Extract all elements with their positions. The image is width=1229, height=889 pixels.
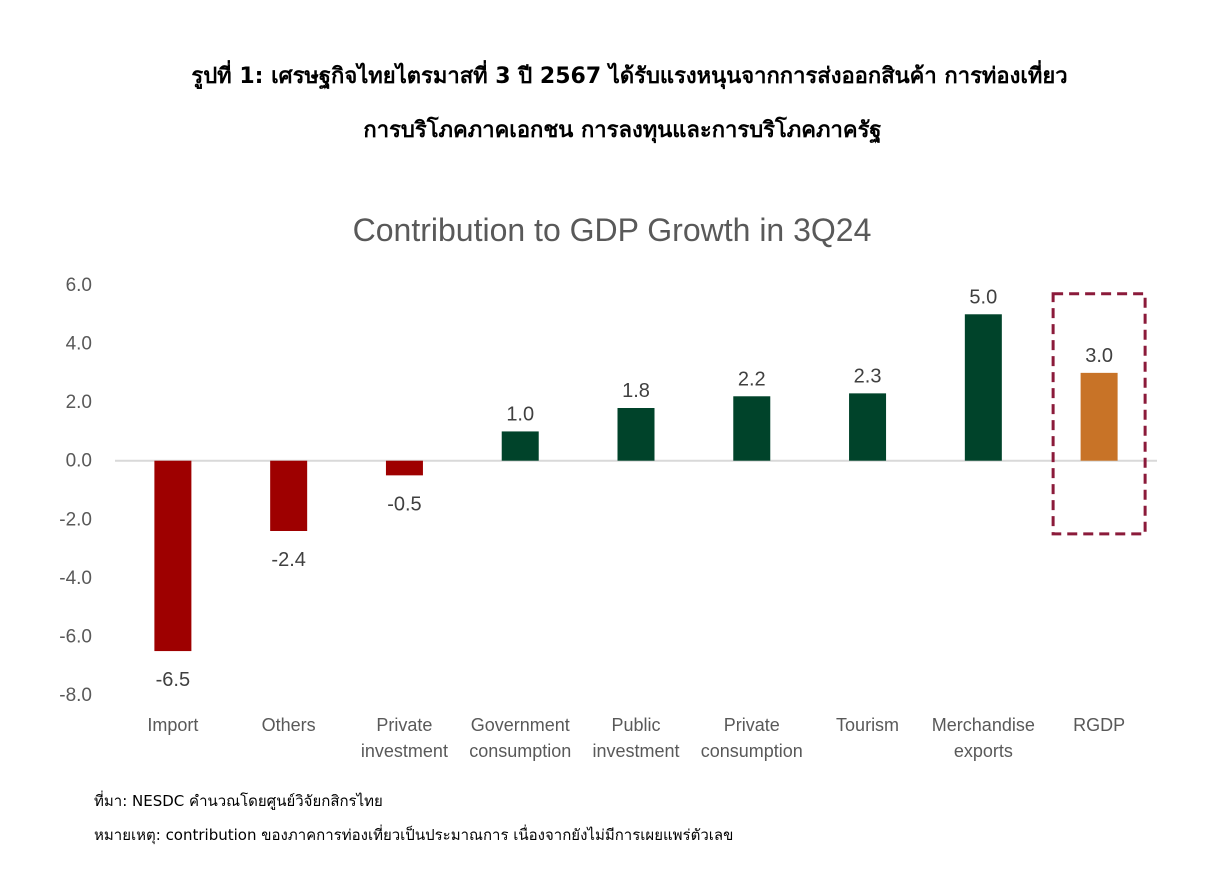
remark-note: หมายเหตุ: contribution ของภาคการท่องเที่… — [94, 826, 734, 844]
bar — [964, 314, 1002, 461]
data-label: 3.0 — [1085, 345, 1113, 367]
bar — [501, 431, 539, 461]
category-label: Private consumption — [701, 715, 803, 761]
category-label: Others — [262, 715, 316, 735]
x-axis: Import Others Private investment Government c… — [147, 715, 1125, 761]
figure-heading-line-1: รูปที่ 1: เศรษฐกิจไทยไตรมาสที่ 3 ปี 2567… — [191, 64, 1068, 89]
rgdp-highlight-box — [1051, 292, 1147, 536]
data-label: 1.8 — [622, 380, 650, 402]
y-tick-label: -8.0 — [59, 685, 92, 706]
value-labels: -6.5 -2.4 -0.5 1.0 1.8 2.2 2.3 5.0 3.0 — [156, 286, 1113, 691]
data-label: 5.0 — [969, 286, 997, 308]
bar — [154, 460, 192, 652]
y-tick-label: -2.0 — [59, 509, 92, 530]
y-tick-label: 0.0 — [66, 451, 92, 472]
category-label: Merchandise exports — [932, 715, 1035, 761]
figure-heading-line-2: การบริโภคภาคเอกชน การลงทุนและการบริโภคภา… — [363, 118, 882, 143]
chart-title: Contribution to GDP Growth in 3Q24 — [353, 212, 872, 248]
bar — [270, 460, 308, 531]
y-axis: 6.0 4.0 2.0 0.0 -2.0 -4.0 -6.0 -8.0 — [59, 275, 92, 706]
bar — [1080, 372, 1118, 461]
data-label: 2.3 — [854, 365, 882, 387]
category-label: Government consumption — [469, 715, 571, 761]
category-label: Tourism — [836, 715, 899, 735]
y-tick-label: -6.0 — [59, 626, 92, 647]
y-tick-label: 6.0 — [66, 275, 92, 296]
category-label: Private investment — [361, 715, 448, 761]
bar — [385, 460, 423, 476]
category-label: Import — [147, 715, 198, 735]
category-label: Public investment — [592, 715, 679, 761]
data-label: -0.5 — [387, 493, 421, 515]
bar — [849, 393, 887, 461]
data-label: -2.4 — [271, 549, 305, 571]
source-note: ที่มา: NESDC คำนวณโดยศูนย์วิจัยกสิกรไทย — [94, 792, 383, 810]
y-tick-label: 2.0 — [66, 392, 92, 413]
data-label: 2.2 — [738, 368, 766, 390]
data-label: -6.5 — [156, 669, 190, 691]
y-tick-label: -4.0 — [59, 568, 92, 589]
bars — [154, 314, 1118, 652]
bar — [733, 396, 771, 461]
data-label: 1.0 — [506, 403, 534, 425]
category-label: RGDP — [1073, 715, 1125, 735]
y-tick-label: 4.0 — [66, 334, 92, 355]
bar — [617, 408, 655, 461]
